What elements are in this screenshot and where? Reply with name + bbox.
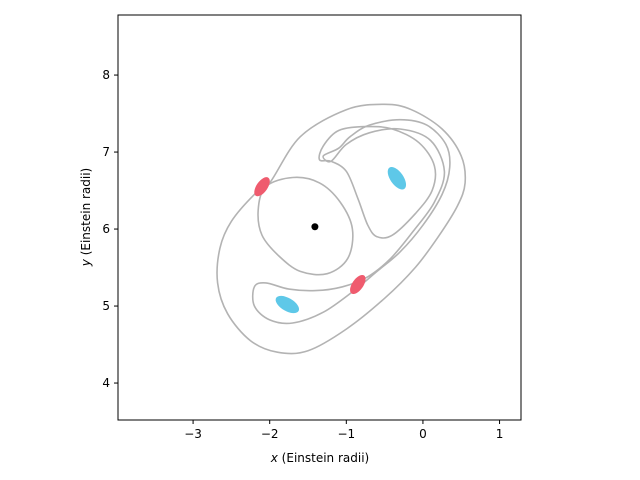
lens-center-point (311, 223, 319, 231)
x-tick-label: −2 (261, 427, 279, 441)
image-minimum-3 (275, 295, 300, 314)
x-axis-label: x (Einstein radii) (270, 451, 369, 465)
image-minimum-2 (387, 166, 407, 190)
y-tick-label: 7 (102, 145, 110, 159)
y-axis-ticks: 4 5 6 7 8 (102, 68, 118, 390)
contour-right-loop (251, 118, 451, 325)
contour-lines (216, 103, 467, 355)
lens-center (311, 223, 319, 231)
contour-outer (216, 103, 467, 355)
y-tick-label: 8 (102, 68, 110, 82)
x-tick-label: 0 (419, 427, 427, 441)
x-axis-ticks: −3 −2 −1 0 1 (184, 420, 503, 441)
x-tick-label: 1 (496, 427, 504, 441)
contour-inner-left (257, 176, 354, 276)
y-axis-label: y (Einstein radii) (79, 168, 93, 267)
x-tick-label: −1 (337, 427, 355, 441)
image-saddle-0 (254, 177, 270, 197)
plot-frame (117, 14, 522, 421)
y-tick-label: 4 (102, 376, 110, 390)
y-tick-label: 6 (102, 222, 110, 236)
lensed-images (254, 166, 407, 314)
y-tick-label: 5 (102, 299, 110, 313)
x-tick-label: −3 (184, 427, 202, 441)
contour-inner-right (318, 125, 437, 239)
image-saddle-1 (350, 274, 366, 295)
